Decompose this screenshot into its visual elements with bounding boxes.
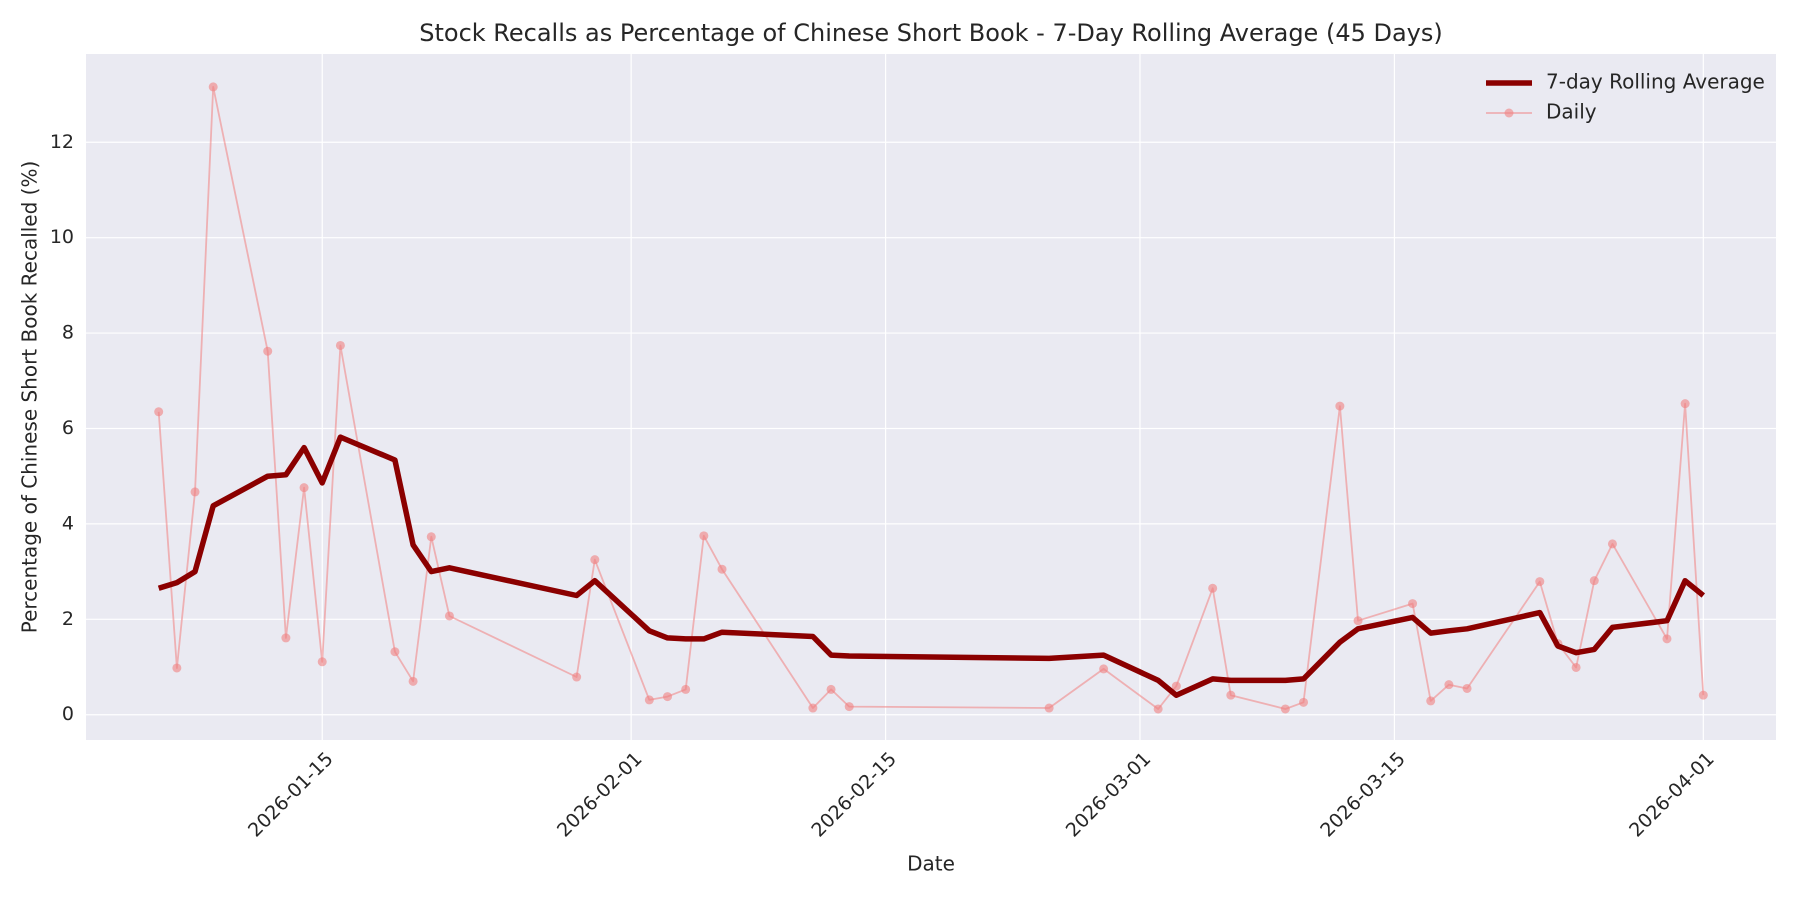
plot-area [86,54,1776,740]
data-point [408,676,418,686]
x-tick-label: 2026-03-01 [1062,748,1156,842]
data-point [263,346,273,356]
data-point [1226,690,1236,700]
x-axis-label: Date [907,852,955,876]
data-point [172,663,182,673]
data-point [1444,680,1454,690]
x-tick-label: 2026-02-01 [553,748,647,842]
y-tick-label: 0 [62,703,74,725]
y-tick-label: 10 [50,226,74,248]
data-point [1171,681,1181,691]
x-tick-label: 2026-04-01 [1625,748,1719,842]
data-point [808,703,818,713]
x-tick-label: 2026-03-15 [1316,748,1410,842]
data-point [1335,401,1345,411]
data-point [1299,697,1309,707]
legend-label: Daily [1546,100,1597,124]
data-point [1426,696,1436,706]
data-point [1662,634,1672,644]
data-point [844,702,854,712]
data-point [1044,703,1054,713]
data-point [1698,690,1708,700]
y-tick-label: 6 [62,417,74,439]
y-tick-label: 12 [50,131,74,153]
data-point [299,483,309,493]
data-point [335,340,345,350]
data-point [1680,399,1690,409]
data-point [190,487,200,497]
data-point [572,672,582,682]
data-point [1462,683,1472,693]
data-point [1607,539,1617,549]
data-point [1099,664,1109,674]
data-point [644,695,654,705]
data-point [444,611,454,621]
data-point [208,82,218,92]
y-tick-label: 4 [62,512,74,534]
data-point [1408,599,1418,609]
series-line [157,434,1706,698]
data-point [663,692,673,702]
legend-label: 7-day Rolling Average [1546,70,1765,94]
data-point [1535,577,1545,587]
y-tick-label: 8 [62,322,74,344]
chart-title: Stock Recalls as Percentage of Chinese S… [419,19,1443,47]
y-tick-label: 2 [62,608,74,630]
data-point [1153,704,1163,714]
data-point [281,633,291,643]
data-point [717,564,727,574]
data-point [390,647,400,657]
data-point [1589,576,1599,586]
data-point [317,657,327,667]
data-point [681,684,691,694]
x-tick-label: 2026-01-15 [244,748,338,842]
data-point [699,531,709,541]
data-point [154,407,164,417]
legend-marker [1504,108,1514,118]
data-point [426,532,436,542]
data-point [1280,704,1290,714]
data-point [1208,583,1218,593]
data-point [826,684,836,694]
x-tick-label: 2026-02-15 [807,748,901,842]
data-point [1353,616,1363,626]
data-point [1571,662,1581,672]
data-point [590,555,600,565]
y-axis-label: Percentage of Chinese Short Book Recalle… [18,161,42,634]
